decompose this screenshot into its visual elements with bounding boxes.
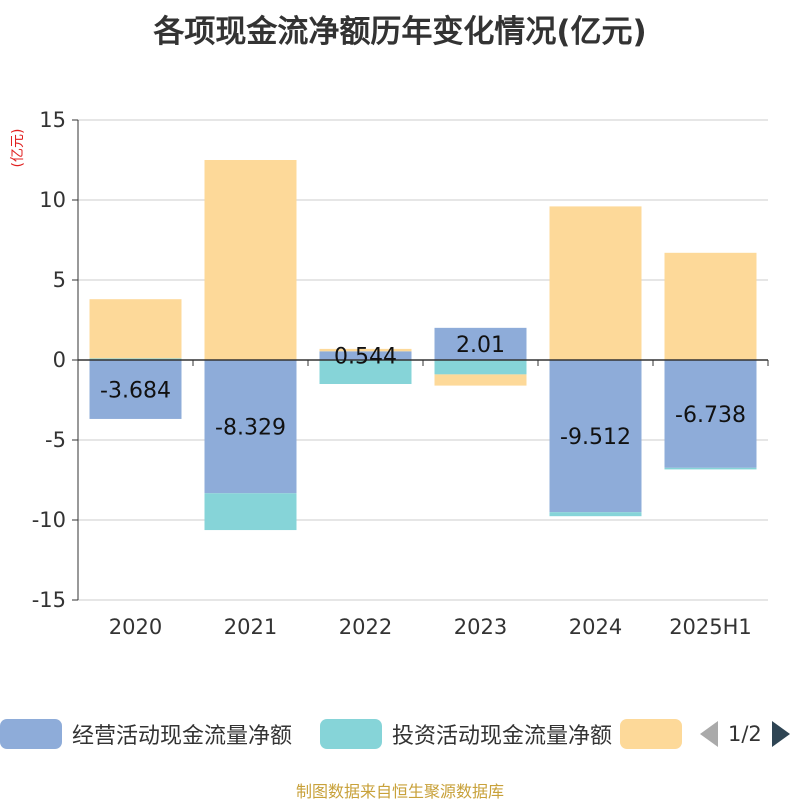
- bar-operating: [204, 360, 297, 494]
- data-label: -6.738: [675, 403, 746, 428]
- bar-investing: [434, 360, 527, 375]
- legend-prev-icon[interactable]: [700, 721, 718, 747]
- legend-item-operating[interactable]: 经营活动现金流量净额: [0, 714, 292, 754]
- y-tick-label: -15: [32, 588, 66, 612]
- bar-operating: [549, 360, 642, 513]
- chart-title: 各项现金流净额历年变化情况(亿元): [153, 14, 647, 50]
- x-tick-label: 2025H1: [669, 615, 752, 639]
- legend-label-investing: 投资活动现金流量净额: [392, 724, 613, 749]
- bar-third: [89, 299, 182, 359]
- bar-operating: [89, 360, 182, 419]
- legend-label-operating: 经营活动现金流量净额: [72, 724, 293, 749]
- bar-investing: [89, 358, 182, 360]
- bar-operating: [434, 327, 527, 360]
- data-label: -3.684: [100, 378, 171, 403]
- x-tick-label: 2021: [224, 615, 277, 639]
- y-tick-label: 0: [53, 348, 66, 372]
- bar-third: [434, 374, 527, 386]
- bar-chart: (亿元) 15 10 5 0 -5 -10 -15 2020 2021 2022 2023 2024 2…: [10, 108, 769, 639]
- legend: 经营活动现金流量净额 投资活动现金流量净额 1/2: [0, 714, 800, 754]
- bar-investing: [319, 360, 412, 384]
- y-tick-label: -5: [45, 428, 66, 452]
- axes: 15 10 5 0 -5 -10 -15 2020 2021 2022 2023 2024 2025H1: [32, 108, 769, 639]
- x-tick-label: 2024: [569, 615, 622, 639]
- bar-operating: [319, 351, 412, 360]
- legend-item-investing[interactable]: 投资活动现金流量净额: [320, 714, 612, 754]
- bars: [89, 160, 757, 531]
- x-tick-label: 2020: [109, 615, 162, 639]
- legend-next-icon[interactable]: [771, 721, 790, 747]
- y-tick-label: 5: [53, 268, 66, 292]
- x-tick-label: 2022: [339, 615, 392, 639]
- data-label: 0.544: [334, 345, 397, 370]
- legend-pager: 1/2: [700, 714, 790, 754]
- data-label: 2.01: [456, 333, 505, 358]
- y-tick-label: -10: [32, 508, 66, 532]
- y-tick-label: 10: [39, 188, 66, 212]
- legend-swatch-third: [620, 719, 682, 749]
- bar-third: [549, 206, 642, 360]
- y-tick-label: 15: [39, 108, 66, 132]
- source-footer: 制图数据来自恒生聚源数据库: [295, 782, 504, 801]
- legend-swatch-investing: [320, 719, 382, 749]
- legend-page-indicator: 1/2: [728, 722, 762, 746]
- data-label: -9.512: [560, 425, 631, 450]
- bar-third: [319, 348, 412, 352]
- bar-operating: [664, 360, 757, 468]
- x-tick-label: 2023: [454, 615, 507, 639]
- bar-third: [664, 252, 757, 360]
- data-labels: -3.684 -8.329 0.544 2.01 -9.512 -6.738: [100, 333, 746, 450]
- bar-investing: [549, 512, 642, 517]
- data-label: -8.329: [215, 416, 286, 441]
- legend-swatch-operating: [0, 719, 62, 749]
- bar-third: [204, 160, 297, 360]
- y-unit-label: (亿元): [10, 129, 26, 168]
- legend-item-third[interactable]: [620, 714, 682, 754]
- bar-investing: [204, 493, 297, 531]
- gridlines: [78, 119, 768, 601]
- bar-investing: [664, 467, 757, 470]
